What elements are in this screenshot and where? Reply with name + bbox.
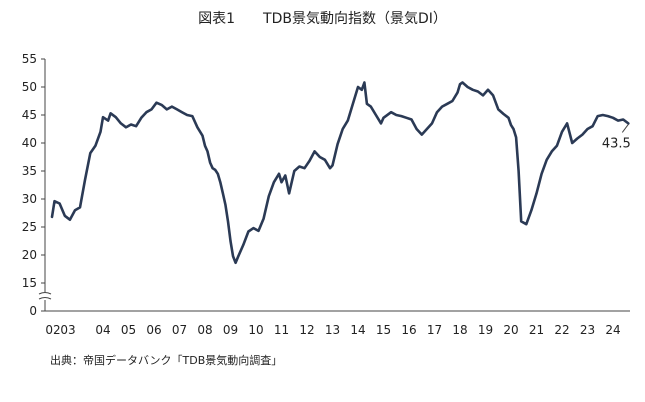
axis-break-mark [38,297,52,300]
x-tick-label: 19 [478,323,493,337]
x-tick-label: 03 [60,323,75,337]
y-tick-label: 25 [22,220,37,234]
chart-title: 図表1 TDB景気動向指数（景気DI） [0,8,645,28]
x-tick-label: 09 [223,323,238,337]
x-tick-label: 15 [376,323,391,337]
x-tick-label: 02 [45,323,60,337]
x-tick-label: 17 [427,323,442,337]
chart-title-text: TDB景気動向指数（景気DI） [263,11,447,27]
chart-title-label: 図表1 [198,11,236,27]
x-tick-label: 20 [503,323,518,337]
x-tick-label: 05 [121,323,136,337]
x-axis: 02 03 04 05 06 07 08 09 10 11 12 13 14 15 16 17 18 19 20 21… [45,310,630,337]
annotation-label: 43.5 [602,136,631,151]
series-line [50,81,630,265]
x-tick-label: 11 [274,323,289,337]
y-tick-label: 15 [22,276,37,290]
y-tick-label: 50 [22,80,37,94]
x-tick-label: 16 [401,323,416,337]
source-note: 出典：帝国データバンク「TDB景気動向調査」 [50,354,283,367]
x-tick-label: 14 [350,323,365,337]
y-tick-label: 20 [22,248,37,262]
x-tick-label: 23 [580,323,595,337]
x-tick-label: 10 [248,323,263,337]
annotation-layer: 43.5 [602,124,631,151]
y-tick-label: 30 [22,192,37,206]
x-tick-label: 07 [172,323,187,337]
x-tick-label: 06 [146,323,161,337]
x-tick-label: 04 [95,323,110,337]
axis-break-mark [38,292,52,295]
series-layer [50,81,630,265]
x-tick-label: 13 [325,323,340,337]
y-tick-label: 55 [22,52,37,66]
y-tick-label: 45 [22,108,37,122]
y-tick-label: 0 [29,304,37,318]
x-tick-label: 21 [529,323,544,337]
y-axis: 0 15 20 25 30 35 40 45 50 55 [22,52,52,318]
x-tick-label: 18 [452,323,467,337]
x-tick-label: 22 [554,323,569,337]
annotation-leader [621,124,629,133]
x-tick-label: 12 [299,323,314,337]
x-tick-label: 08 [197,323,212,337]
y-tick-label: 40 [22,136,37,150]
x-tick-label: 24 [605,323,620,337]
y-tick-label: 35 [22,164,37,178]
